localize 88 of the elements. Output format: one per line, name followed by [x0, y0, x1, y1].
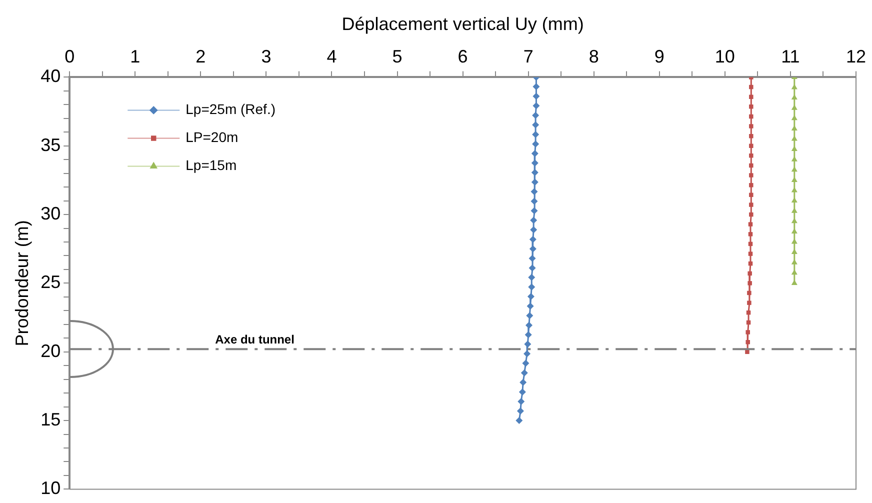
- point: [749, 163, 754, 168]
- y-tick-label: 40: [40, 66, 61, 86]
- point: [748, 271, 752, 276]
- point: [748, 222, 753, 226]
- x-tick-label: 12: [846, 46, 866, 66]
- point: [520, 369, 528, 376]
- point: [747, 290, 752, 296]
- y-tick-label: 20: [40, 340, 61, 361]
- point: [749, 144, 754, 148]
- y-tick-label: 10: [40, 478, 61, 498]
- point: [749, 173, 754, 178]
- legend-label: Lp=25m (Ref.): [186, 101, 276, 118]
- point: [749, 134, 754, 138]
- legend-label: LP=20m: [186, 129, 238, 146]
- point: [746, 330, 750, 334]
- point: [749, 114, 754, 119]
- point: [516, 417, 523, 424]
- point: [749, 94, 754, 99]
- legend-label: Lp=15m: [186, 157, 237, 174]
- point: [531, 178, 538, 186]
- point: [530, 207, 538, 214]
- x-tick-label: 7: [523, 46, 534, 66]
- x-tick-label: 3: [261, 46, 272, 66]
- point: [530, 198, 538, 205]
- x-tick-label: 6: [458, 46, 468, 66]
- point: [531, 150, 538, 158]
- point: [749, 202, 754, 207]
- point: [531, 169, 538, 176]
- point: [526, 312, 534, 320]
- x-tick-label: 0: [64, 46, 75, 66]
- point: [526, 302, 534, 310]
- point: [532, 112, 540, 119]
- point: [518, 398, 525, 405]
- point: [530, 188, 538, 196]
- point: [530, 216, 538, 224]
- x-tick-label: 2: [196, 46, 206, 66]
- point: [532, 83, 540, 90]
- point: [749, 84, 754, 90]
- x-tick-label: 1: [130, 46, 140, 66]
- point: [527, 293, 534, 300]
- point: [524, 340, 532, 348]
- point: [528, 254, 536, 262]
- point: [529, 236, 536, 243]
- point: [532, 102, 540, 110]
- point: [528, 284, 536, 291]
- x-tick-label: 8: [588, 46, 599, 66]
- point: [748, 252, 753, 256]
- point: [524, 331, 532, 338]
- point: [791, 238, 798, 244]
- point: [748, 281, 752, 286]
- point: [528, 274, 536, 281]
- point: [528, 264, 536, 272]
- point: [791, 84, 798, 90]
- point: [516, 408, 524, 415]
- point: [748, 232, 753, 236]
- point: [530, 226, 538, 234]
- ref-line-label: Axe du tunnel: [215, 332, 294, 346]
- point: [524, 350, 531, 358]
- y-tick-label: 30: [40, 204, 61, 224]
- point: [791, 136, 798, 141]
- y-tick-label: 35: [40, 134, 61, 155]
- x-tick-label: 9: [654, 46, 664, 66]
- point: [525, 322, 532, 329]
- point: [791, 187, 798, 192]
- point: [518, 388, 526, 396]
- y-axis-title: Prodondeur (m): [12, 220, 32, 346]
- point: [749, 192, 754, 198]
- y-tick-label: 15: [40, 410, 61, 430]
- point: [529, 245, 536, 252]
- x-tick-label: 5: [392, 46, 402, 66]
- point: [522, 360, 530, 367]
- point: [749, 104, 754, 109]
- point: [532, 130, 540, 138]
- point: [749, 212, 754, 217]
- point: [520, 378, 527, 386]
- point: [531, 160, 538, 167]
- x-tick-label: 10: [714, 46, 735, 66]
- y-tick-label: 25: [40, 272, 61, 292]
- x-tick-label: 11: [781, 46, 800, 66]
- point: [749, 153, 754, 158]
- point: [532, 140, 540, 148]
- point: [749, 124, 754, 128]
- point: [749, 183, 754, 188]
- point: [532, 121, 540, 128]
- x-axis-title: Déplacement vertical Uy (mm): [342, 14, 584, 34]
- point: [747, 300, 752, 305]
- x-tick-label: 4: [326, 46, 337, 66]
- point: [532, 92, 540, 100]
